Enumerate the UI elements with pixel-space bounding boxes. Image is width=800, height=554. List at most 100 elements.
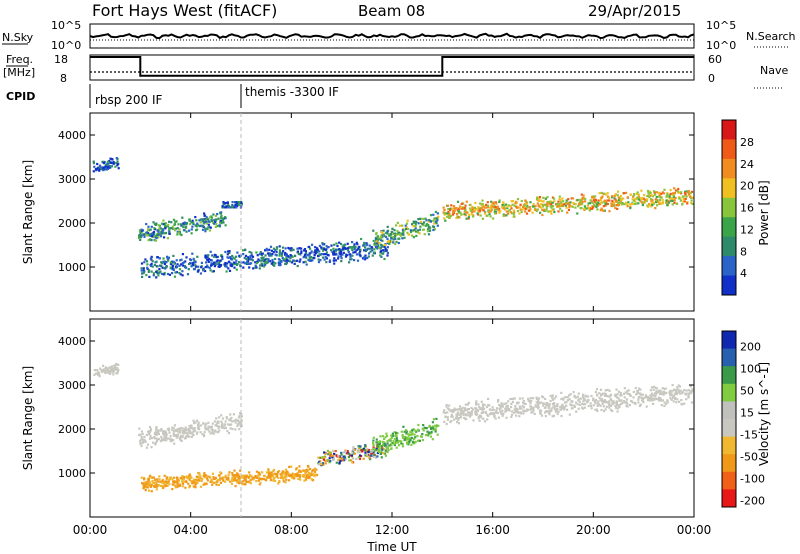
velocity-mark-818 [238,482,241,485]
power-mark-1301 [456,209,459,212]
power-mark-1027 [366,256,369,260]
velocity-mark-741 [157,484,160,487]
velocity-mark-676 [316,474,319,477]
power-mark-1050 [342,244,345,247]
power-mark-1133 [401,229,404,232]
power-mark-798 [362,244,365,247]
power-mark-1229 [392,236,395,239]
velocity-mark-1851 [532,409,535,412]
velocity-colorbar-tick-7: -200 [740,494,765,507]
velocity-mark-1323 [470,406,473,410]
power-mark-1610 [512,209,515,212]
power-mark-305 [201,228,205,231]
velocity-mark-887 [328,457,331,460]
power-mark-782 [359,254,362,257]
velocity-mark-906 [386,447,389,450]
power-mark-1805 [683,191,687,195]
power-mark-1443 [545,203,548,206]
power-mark-640 [233,257,236,260]
power-mark-1081 [384,231,388,234]
velocity-mark-1679 [573,394,576,397]
velocity-mark-403 [229,480,232,483]
velocity-mark-1911 [571,404,574,407]
velocity-mark-1485 [599,388,603,391]
power-mark-1612 [565,199,568,202]
velocity-mark-897 [322,463,325,466]
velocity-mark-260 [197,428,200,431]
velocity-mark-1303 [475,403,478,406]
velocity-mark-1616 [569,403,572,406]
velocity-mark-436 [223,480,227,483]
power-mark-1441 [632,195,635,198]
power-mark-1549 [524,207,527,210]
power-mark-1881 [581,196,584,200]
power-mark-1396 [531,211,534,214]
velocity-mark-1223 [405,441,409,444]
power-mark-359 [223,203,226,206]
power-mark-1114 [373,248,376,251]
velocity-mark-580 [181,475,184,478]
power-mark-1605 [674,189,678,192]
velocity-mark-1300 [448,408,451,411]
power-mark-374 [344,243,347,246]
power-mark-1487 [491,201,494,204]
velocity-mark-1743 [529,400,532,404]
velocity-mark-1513 [501,409,504,412]
velocity-mark-1074 [426,430,429,433]
power-mark-659 [146,266,149,269]
power-mark-823 [192,257,195,260]
velocity-mark-1197 [381,435,385,438]
power-mark-1838 [550,212,553,215]
velocity-mark-1335 [443,409,446,412]
power-mark-586 [163,260,166,263]
power-mark-1597 [541,213,544,217]
velocity-mark-1652 [607,401,610,404]
velocity-mark-1400 [590,394,593,398]
velocity-mark-1272 [641,393,645,396]
power-mark-1097 [406,231,409,234]
power-mark-35 [111,158,114,161]
power-mark-848 [158,257,161,260]
power-mark-545 [186,273,190,276]
velocity-mark-989 [381,448,384,451]
velocity-mark-541 [161,484,164,488]
velocity-mark-1824 [593,399,597,402]
power-mark-1555 [680,191,683,194]
velocity-mark-288 [208,430,211,433]
velocity-mark-506 [201,478,204,481]
power-mark-963 [292,259,295,262]
velocity-mark-572 [155,488,158,491]
velocity-mark-1772 [521,404,524,407]
power-mark-1326 [645,199,648,202]
velocity-mark-1148 [384,436,387,439]
velocity-mark-1411 [533,412,536,415]
velocity-mark-296 [236,419,239,422]
power-mark-1791 [675,202,678,205]
velocity-mark-1222 [385,446,388,449]
velocity-mark-771 [181,480,184,483]
velocity-mark-1355 [480,400,483,403]
noise-left-tick-bottom: 10^0 [51,39,81,52]
power-mark-1829 [561,203,564,206]
power-mark-1820 [489,207,492,210]
velocity-mark-937 [346,450,349,453]
power-mark-1506 [485,203,488,206]
power-mark-1421 [666,193,669,196]
power-mark-1566 [579,200,582,204]
power-mark-1115 [415,230,418,233]
power-mark-312 [168,220,171,223]
velocity-mark-1740 [517,401,520,404]
velocity-mark-953 [331,456,334,459]
velocity-mark-1167 [412,441,415,444]
power-mark-1676 [504,214,507,217]
power-mark-518 [302,256,305,259]
power-mark-1731 [471,211,474,214]
velocity-mark-575 [277,482,280,485]
velocity-mark-328 [231,420,234,423]
velocity-mark-1638 [611,403,614,406]
velocity-mark-1767 [539,411,542,414]
power-mark-1466 [499,210,502,213]
power-mark-793 [226,253,229,256]
power-mark-1636 [661,202,664,205]
velocity-mark-277 [178,431,181,434]
